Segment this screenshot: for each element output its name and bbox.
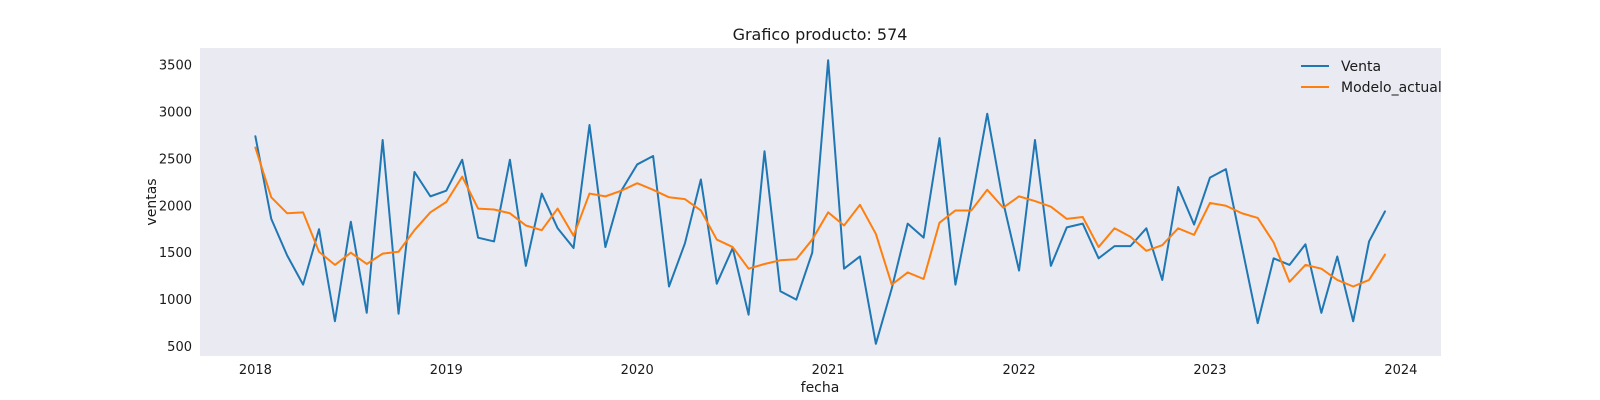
x-tick-label: 2020: [621, 363, 654, 378]
y-axis-label: ventas: [144, 178, 160, 225]
chart-title: Grafico producto: 574: [733, 25, 908, 44]
x-axis-label: fecha: [801, 380, 840, 396]
y-tick-label: 500: [167, 340, 192, 355]
x-tick-label: 2024: [1384, 363, 1417, 378]
x-tick-label: 2022: [1003, 363, 1036, 378]
x-tick-label: 2023: [1193, 363, 1226, 378]
y-tick-label: 1500: [159, 246, 192, 261]
y-tick-label: 3000: [159, 105, 192, 120]
legend-label: Venta: [1341, 59, 1381, 75]
series-lines: [254, 59, 1386, 345]
y-axis-ticks: 500 1000 1500 2000 2500 3000 3500: [159, 58, 192, 355]
y-tick-label: 1000: [159, 293, 192, 308]
legend: Venta Modelo_actual: [1301, 59, 1442, 96]
x-tick-label: 2021: [812, 363, 845, 378]
x-axis-ticks: 2018 2019 2020 2021 2022 2023 2024: [239, 363, 1418, 378]
y-tick-label: 2500: [159, 152, 192, 167]
legend-label: Modelo_actual: [1341, 80, 1442, 96]
series-line-modelo-actual: [254, 146, 1386, 288]
x-tick-label: 2018: [239, 363, 272, 378]
x-tick-label: 2019: [430, 363, 463, 378]
y-tick-label: 2000: [159, 199, 192, 214]
series-line-venta: [254, 59, 1386, 345]
y-tick-label: 3500: [159, 58, 192, 73]
plot-background: [200, 48, 1441, 356]
